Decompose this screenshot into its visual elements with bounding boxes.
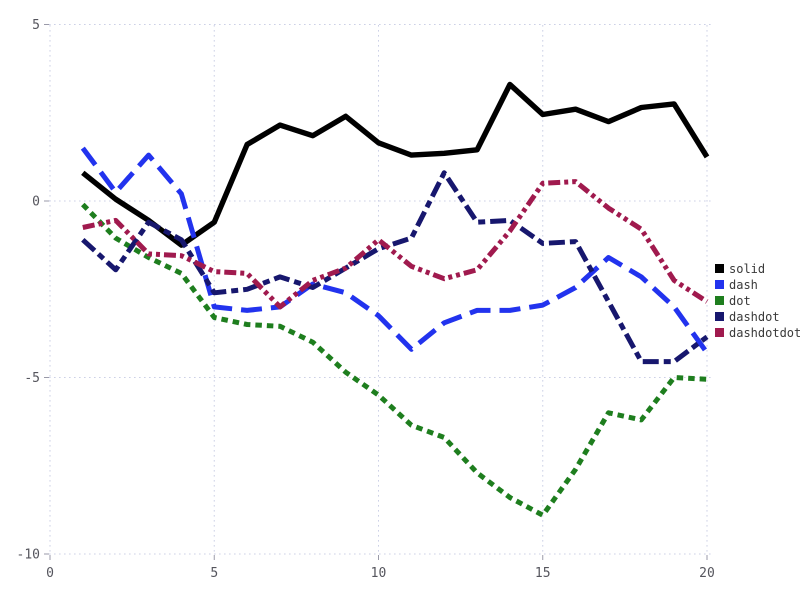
legend-item-dashdotdot: dashdotdot	[715, 326, 800, 340]
x-tick-label: 15	[535, 566, 551, 581]
x-tick-label: 5	[210, 566, 218, 581]
legend-swatch-dashdot	[715, 312, 724, 321]
y-tick-label: -5	[24, 371, 40, 386]
legend-item-dashdot: dashdot	[715, 310, 780, 324]
x-tick-label: 0	[46, 566, 54, 581]
legend-label-dot: dot	[729, 294, 751, 308]
gridlines	[44, 24, 712, 555]
series-line-solid	[81, 81, 710, 248]
series-line-dashdot	[81, 170, 709, 365]
series-line-dashdotdot	[82, 179, 709, 310]
axis-labels: 5 0 -5 -10 0 5 10 15 20	[17, 18, 715, 581]
y-tick-label: -10	[17, 548, 40, 563]
legend-item-dash: dash	[715, 278, 758, 292]
legend-label-dashdotdot: dashdotdot	[729, 326, 800, 340]
legend-swatch-dot	[715, 296, 724, 305]
legend-swatch-dash	[715, 280, 724, 289]
legend-swatch-dashdotdot	[715, 328, 724, 337]
legend-label-dashdot: dashdot	[729, 310, 780, 324]
series-line-dot	[81, 202, 708, 518]
legend-label-dash: dash	[729, 278, 758, 292]
x-tick-label: 20	[699, 566, 715, 581]
legend-label-solid: solid	[729, 262, 765, 276]
legend-swatch-solid	[715, 264, 724, 273]
series-lines	[80, 81, 710, 518]
y-tick-label: 5	[32, 18, 40, 33]
axis-ticks	[44, 24, 708, 560]
legend-item-dot: dot	[715, 294, 751, 308]
x-tick-label: 10	[371, 566, 387, 581]
y-tick-label: 0	[32, 195, 40, 210]
legend-item-solid: solid	[715, 262, 765, 276]
